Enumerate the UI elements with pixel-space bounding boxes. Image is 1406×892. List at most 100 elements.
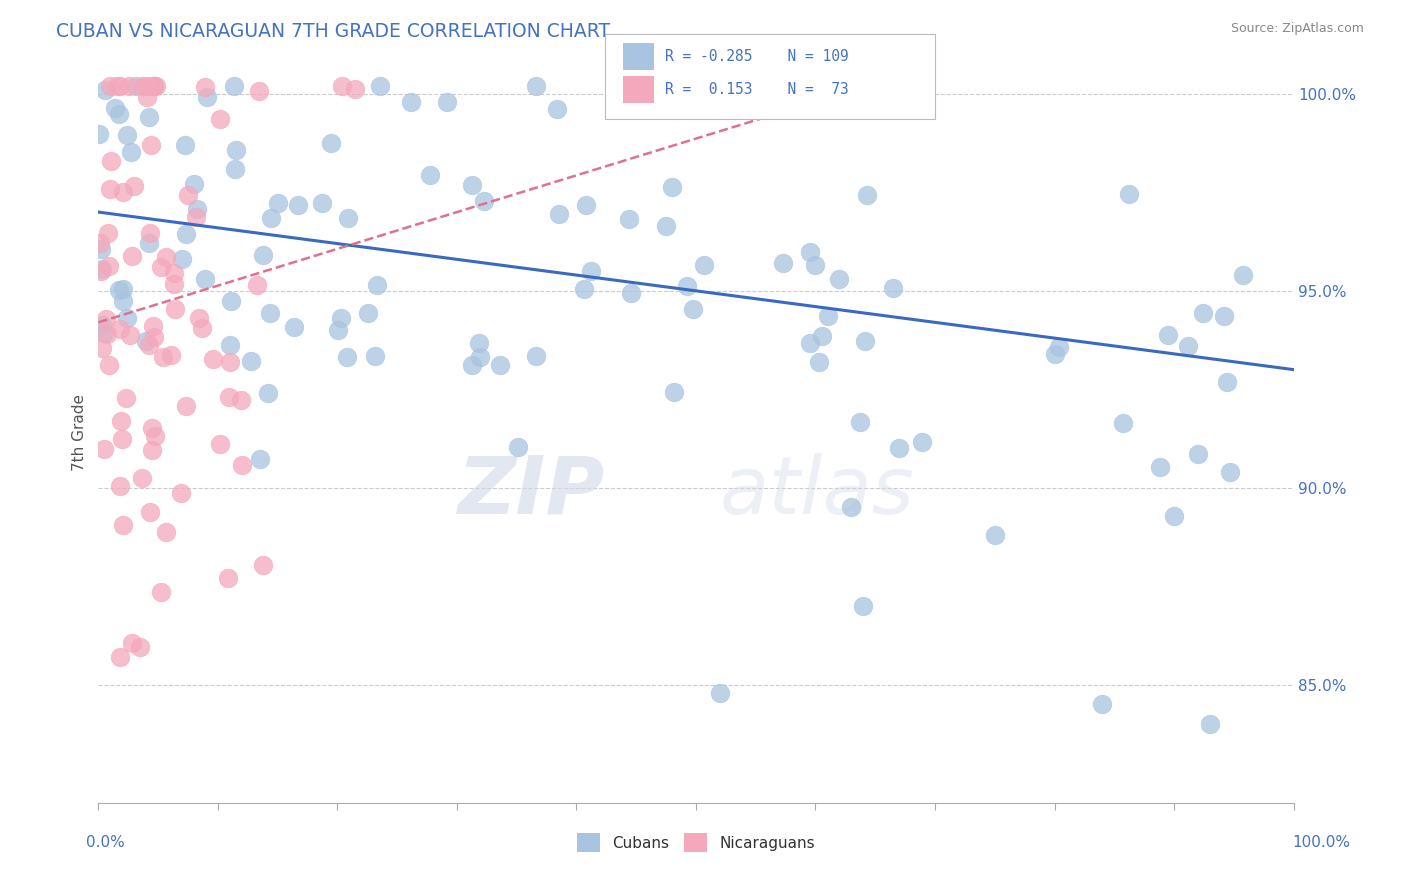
Point xyxy=(1216,375,1239,389)
Point xyxy=(174,399,197,413)
Point xyxy=(209,437,232,451)
Point xyxy=(662,385,685,400)
Point xyxy=(184,210,207,224)
Point xyxy=(336,211,359,225)
Point xyxy=(186,202,208,217)
Point xyxy=(177,188,200,202)
Text: R = -0.285    N = 109: R = -0.285 N = 109 xyxy=(665,49,849,64)
Point xyxy=(287,197,309,211)
Point xyxy=(139,505,162,519)
Point xyxy=(208,112,231,127)
Point xyxy=(817,309,839,323)
Point xyxy=(1192,306,1215,320)
Point xyxy=(90,242,112,256)
Point xyxy=(1047,340,1070,354)
Point xyxy=(142,78,165,93)
Point xyxy=(887,441,910,455)
Point xyxy=(183,177,205,191)
Point xyxy=(150,260,173,274)
Point xyxy=(96,326,118,341)
Point xyxy=(343,82,366,96)
Point xyxy=(240,353,263,368)
Point xyxy=(799,245,821,260)
Point xyxy=(366,278,388,293)
Point xyxy=(87,127,110,141)
Point xyxy=(1149,460,1171,475)
Point xyxy=(187,310,209,325)
Point xyxy=(617,211,640,226)
Point xyxy=(145,78,167,93)
Point xyxy=(799,335,821,350)
Point xyxy=(330,310,353,325)
Point xyxy=(170,252,193,266)
Point xyxy=(1091,698,1114,712)
Point xyxy=(111,185,134,199)
Point xyxy=(1163,508,1185,523)
Point xyxy=(163,266,186,280)
Point xyxy=(225,143,247,157)
Point xyxy=(319,136,342,151)
Point xyxy=(470,350,492,364)
Point xyxy=(98,259,121,273)
Point xyxy=(575,198,598,212)
Point xyxy=(326,323,349,337)
Point xyxy=(419,169,441,183)
Point xyxy=(882,281,904,295)
Point xyxy=(118,328,141,343)
Point xyxy=(122,178,145,193)
Point xyxy=(693,258,716,272)
Point xyxy=(98,358,121,372)
Point xyxy=(620,286,643,301)
Point xyxy=(111,282,134,296)
Point xyxy=(108,649,131,664)
Point xyxy=(1199,717,1222,731)
Point xyxy=(159,348,181,362)
Point xyxy=(143,78,166,93)
Point xyxy=(124,78,146,93)
Point xyxy=(841,500,863,515)
Point xyxy=(259,306,281,320)
Point xyxy=(135,334,157,348)
Point xyxy=(508,440,530,454)
Legend: Cubans, Nicaraguans: Cubans, Nicaraguans xyxy=(571,827,821,858)
Point xyxy=(155,250,177,264)
Point xyxy=(105,78,128,93)
Text: ZIP: ZIP xyxy=(457,453,605,531)
Point xyxy=(174,227,197,242)
Point xyxy=(143,429,166,443)
Point xyxy=(336,350,359,364)
Point xyxy=(131,471,153,485)
Text: CUBAN VS NICARAGUAN 7TH GRADE CORRELATION CHART: CUBAN VS NICARAGUAN 7TH GRADE CORRELATIO… xyxy=(56,22,610,41)
Point xyxy=(330,78,353,93)
Point xyxy=(94,311,117,326)
Point xyxy=(224,161,246,176)
Point xyxy=(1157,327,1180,342)
Point xyxy=(655,219,678,233)
Point xyxy=(828,272,851,286)
Point xyxy=(174,137,197,152)
Point xyxy=(399,95,422,109)
Point xyxy=(247,84,270,98)
Point xyxy=(260,211,283,225)
Point xyxy=(488,358,510,372)
Point xyxy=(108,107,131,121)
Point xyxy=(132,78,155,93)
Point xyxy=(138,338,160,352)
Point xyxy=(661,180,683,194)
Point xyxy=(1232,268,1254,283)
Point xyxy=(849,415,872,429)
Point xyxy=(1112,416,1135,430)
Point xyxy=(256,385,278,400)
Point xyxy=(682,301,704,316)
Text: Source: ZipAtlas.com: Source: ZipAtlas.com xyxy=(1230,22,1364,36)
Point xyxy=(141,421,163,435)
Point xyxy=(128,640,150,654)
Point xyxy=(460,178,482,193)
Point xyxy=(115,128,138,143)
Point xyxy=(141,442,163,457)
Point xyxy=(115,310,138,325)
Point xyxy=(149,585,172,599)
Point xyxy=(472,194,495,209)
Point xyxy=(194,79,217,94)
Point xyxy=(526,78,548,93)
